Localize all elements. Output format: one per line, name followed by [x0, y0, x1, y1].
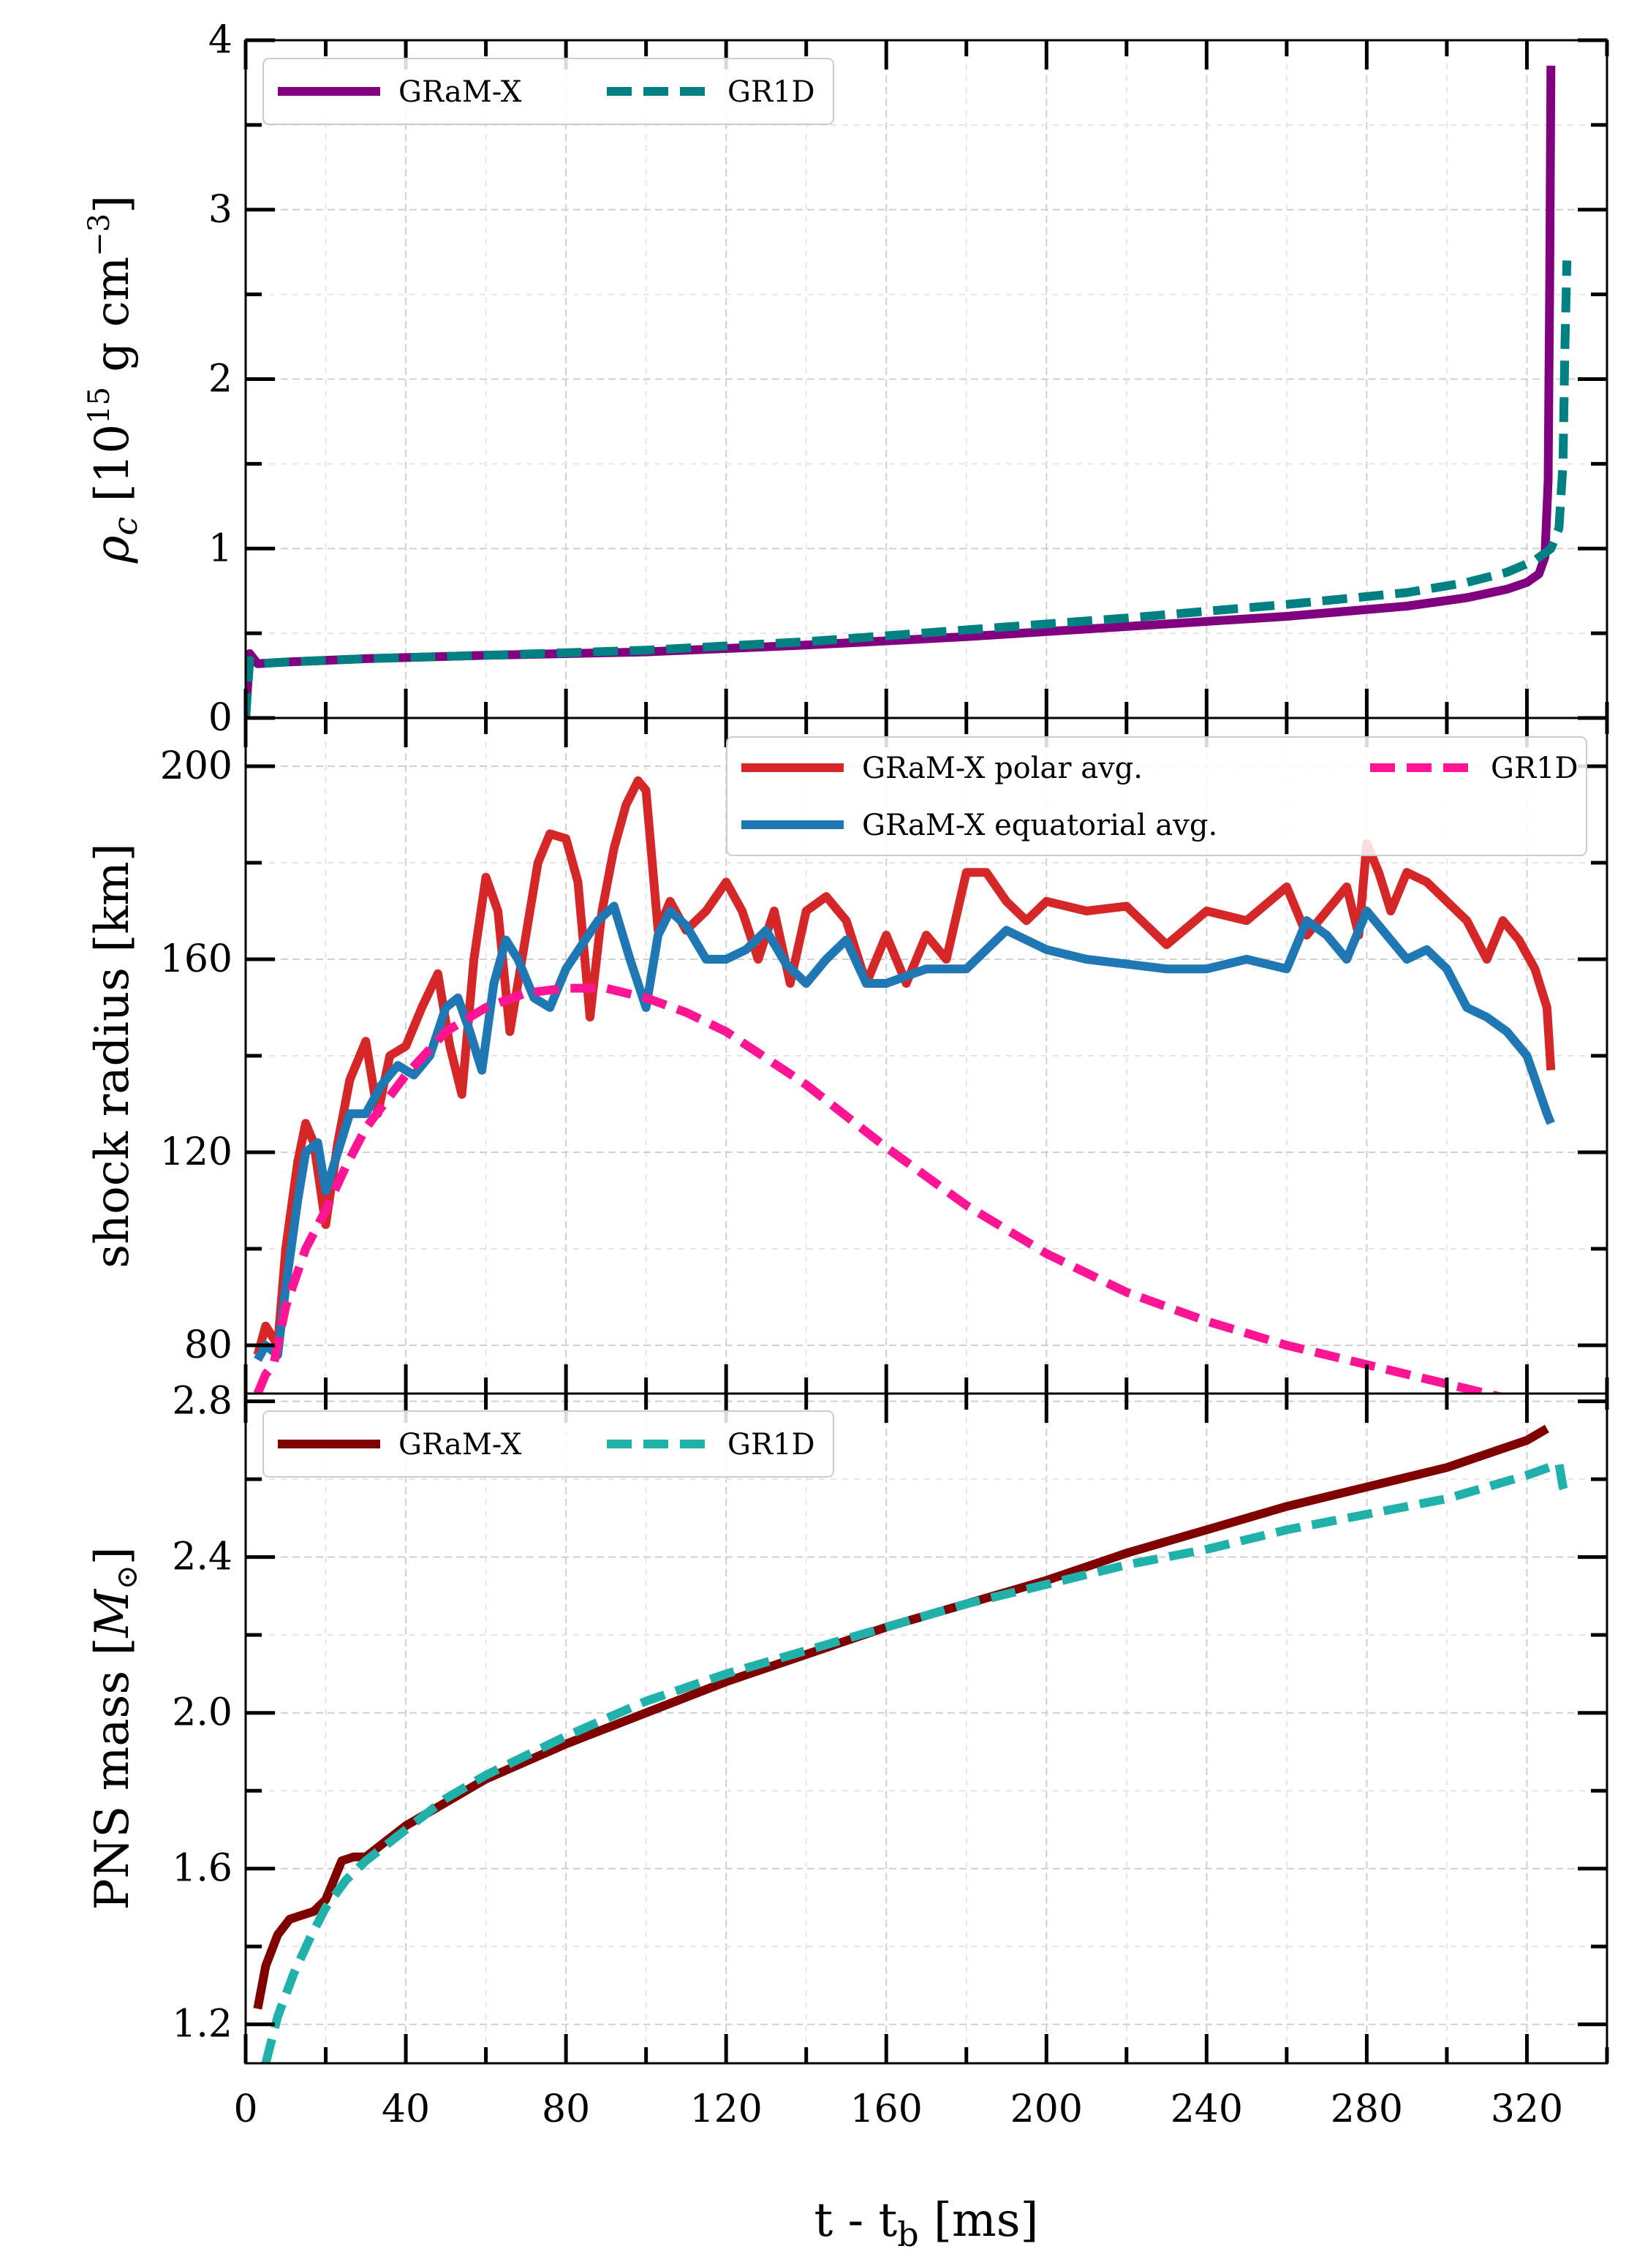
x-tick-label: 240 [1171, 2087, 1243, 2131]
legend-box [262, 1410, 834, 1478]
y-tick-label: 120 [160, 1130, 232, 1174]
legend-box [262, 58, 834, 125]
legend-label-1: GR1D [727, 75, 815, 109]
legend-label-0: GRaM-X [398, 1428, 522, 1462]
y-tick-label: 2.0 [172, 1691, 232, 1735]
legend-label-1: GR1D [727, 1428, 815, 1462]
y-tick-label: 160 [160, 937, 232, 981]
series-line-1 [261, 1459, 1571, 2063]
series-line-0 [253, 776, 1556, 1356]
panel-pns-mass: 1.2 1.6 2.0 2.4 2.8 0 40 80 120 160 200 240 280 320 PN… [86, 1380, 1609, 2254]
series-group [253, 776, 1556, 1394]
y-tick-label: 3 [208, 188, 232, 232]
x-tick-label: 80 [542, 2087, 590, 2131]
y-axis-title: shock radius [km] [86, 843, 140, 1269]
series-group [253, 1424, 1571, 2063]
y-tick-label: 2.4 [172, 1535, 232, 1579]
y-tick-label: 2 [208, 358, 232, 401]
legend-label-1: GRaM-X equatorial avg. [862, 809, 1217, 842]
series-line-1 [254, 901, 1555, 1362]
x-tick-label: 0 [233, 2087, 257, 2131]
x-axis-title: t - tb [ms] [814, 2193, 1038, 2254]
x-tick-label: 40 [382, 2087, 430, 2131]
legend-label-2: GR1D [1491, 752, 1578, 785]
x-tick-label: 320 [1491, 2087, 1563, 2131]
x-tick-label: 160 [850, 2087, 923, 2131]
series-line-2 [253, 983, 1506, 1394]
y-tick-label: 1 [208, 526, 232, 570]
panel-shock-radius: 80 120 160 200 shock radius [km] GRaM-X polar… [86, 717, 1609, 1395]
y-tick-label: 1.6 [172, 1847, 232, 1891]
x-tick-label: 120 [690, 2087, 763, 2131]
legend-label-0: GRaM-X [398, 75, 522, 109]
legend-label-0: GRaM-X polar avg. [862, 752, 1143, 785]
y-tick-label: 80 [184, 1323, 232, 1367]
series-line-1 [246, 260, 1572, 718]
y-tick-label: 1.2 [172, 2003, 232, 2046]
y-axis-title: PNS mass [M⊙] [86, 1546, 144, 1910]
y-tick-label: 2.8 [172, 1380, 232, 1424]
x-tick-label: 280 [1331, 2087, 1403, 2131]
y-tick-label: 4 [208, 18, 232, 62]
panel-density: 0 1 2 3 4 ρc [1015 g cm−3] GRaM-X GR1D [83, 18, 1609, 740]
y-tick-label: 0 [208, 696, 232, 740]
series-group [246, 65, 1572, 718]
series-line-0 [246, 65, 1556, 718]
plot-frame [244, 1392, 1608, 2065]
x-tick-label: 200 [1010, 2087, 1083, 2131]
y-tick-label: 200 [160, 744, 232, 788]
y-axis-title: ρc [1015 g cm−3] [83, 195, 145, 564]
